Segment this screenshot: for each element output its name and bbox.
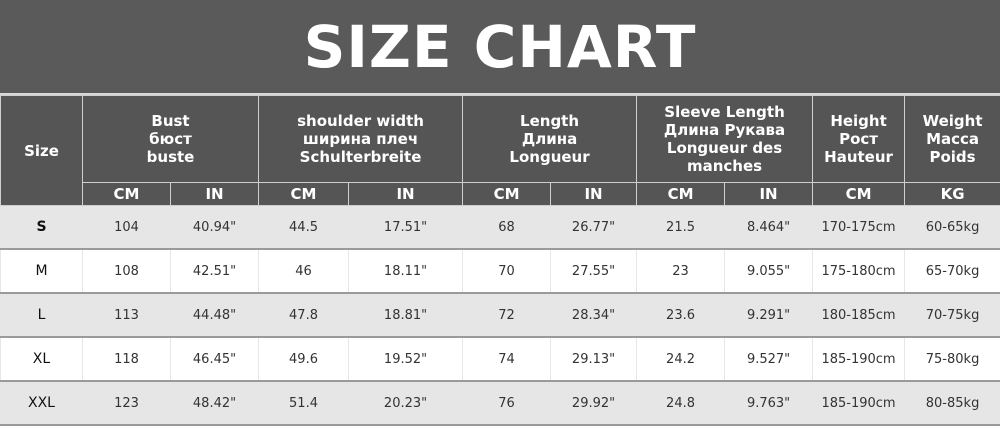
value-cell: 42.51" — [171, 249, 259, 293]
header-line: Hauteur — [813, 148, 904, 166]
size-cell: M — [1, 249, 83, 293]
header-line: Bust — [83, 112, 258, 130]
size-cell: XL — [1, 337, 83, 381]
value-cell: 180-185cm — [813, 293, 905, 337]
value-cell: 44.5 — [259, 206, 349, 250]
header-unit: CM — [813, 183, 905, 206]
value-cell: 104 — [83, 206, 171, 250]
value-cell: 108 — [83, 249, 171, 293]
value-cell: 118 — [83, 337, 171, 381]
header-line: Sleeve Length — [637, 103, 812, 121]
header-line: бюст — [83, 130, 258, 148]
header-line: Poids — [905, 148, 1000, 166]
value-cell: 9.055" — [725, 249, 813, 293]
value-cell: 21.5 — [637, 206, 725, 250]
value-cell: 60-65kg — [905, 206, 1000, 250]
header-line: Рост — [813, 130, 904, 148]
value-cell: 185-190cm — [813, 381, 905, 425]
value-cell: 49.6 — [259, 337, 349, 381]
page-title: SIZE CHART — [0, 0, 1000, 95]
value-cell: 44.48" — [171, 293, 259, 337]
value-cell: 46.45" — [171, 337, 259, 381]
size-cell: S — [1, 206, 83, 250]
value-cell: 170-175cm — [813, 206, 905, 250]
value-cell: 9.527" — [725, 337, 813, 381]
header-size: Size — [1, 96, 83, 206]
value-cell: 18.11" — [349, 249, 463, 293]
header-line: Длина — [463, 130, 636, 148]
value-cell: 68 — [463, 206, 551, 250]
value-cell: 27.55" — [551, 249, 637, 293]
value-cell: 18.81" — [349, 293, 463, 337]
value-cell: 23.6 — [637, 293, 725, 337]
value-cell: 51.4 — [259, 381, 349, 425]
value-cell: 123 — [83, 381, 171, 425]
value-cell: 24.8 — [637, 381, 725, 425]
value-cell: 175-180cm — [813, 249, 905, 293]
header-unit: IN — [171, 183, 259, 206]
value-cell: 65-70kg — [905, 249, 1000, 293]
value-cell: 70-75kg — [905, 293, 1000, 337]
header-line: Schulterbreite — [259, 148, 462, 166]
value-cell: 74 — [463, 337, 551, 381]
value-cell: 26.77" — [551, 206, 637, 250]
value-cell: 23 — [637, 249, 725, 293]
header-line: buste — [83, 148, 258, 166]
value-cell: 9.291" — [725, 293, 813, 337]
header-unit: IN — [725, 183, 813, 206]
value-cell: 72 — [463, 293, 551, 337]
header-unit: IN — [349, 183, 463, 206]
size-cell: L — [1, 293, 83, 337]
value-cell: 8.464" — [725, 206, 813, 250]
header-line: Масса — [905, 130, 1000, 148]
header-unit: CM — [83, 183, 171, 206]
value-cell: 70 — [463, 249, 551, 293]
value-cell: 24.2 — [637, 337, 725, 381]
value-cell: 75-80kg — [905, 337, 1000, 381]
value-cell: 29.92" — [551, 381, 637, 425]
value-cell: 80-85kg — [905, 381, 1000, 425]
value-cell: 19.52" — [349, 337, 463, 381]
value-cell: 47.8 — [259, 293, 349, 337]
header-unit: IN — [551, 183, 637, 206]
value-cell: 113 — [83, 293, 171, 337]
header-line: manches — [637, 157, 812, 175]
header-line: Longueur — [463, 148, 636, 166]
header-line: Weight — [905, 112, 1000, 130]
value-cell: 48.42" — [171, 381, 259, 425]
header-line: Height — [813, 112, 904, 130]
value-cell: 20.23" — [349, 381, 463, 425]
header-line: Longueur des — [637, 139, 812, 157]
value-cell: 46 — [259, 249, 349, 293]
value-cell: 17.51" — [349, 206, 463, 250]
header-line: Длина Рукава — [637, 121, 812, 139]
header-line: shoulder width — [259, 112, 462, 130]
header-unit: CM — [637, 183, 725, 206]
value-cell: 29.13" — [551, 337, 637, 381]
size-cell: XXL — [1, 381, 83, 425]
value-cell: 40.94" — [171, 206, 259, 250]
value-cell: 28.34" — [551, 293, 637, 337]
header-unit: CM — [463, 183, 551, 206]
header-line: Length — [463, 112, 636, 130]
header-unit: KG — [905, 183, 1000, 206]
value-cell: 185-190cm — [813, 337, 905, 381]
header-line: ширина плеч — [259, 130, 462, 148]
value-cell: 76 — [463, 381, 551, 425]
header-unit: CM — [259, 183, 349, 206]
value-cell: 9.763" — [725, 381, 813, 425]
